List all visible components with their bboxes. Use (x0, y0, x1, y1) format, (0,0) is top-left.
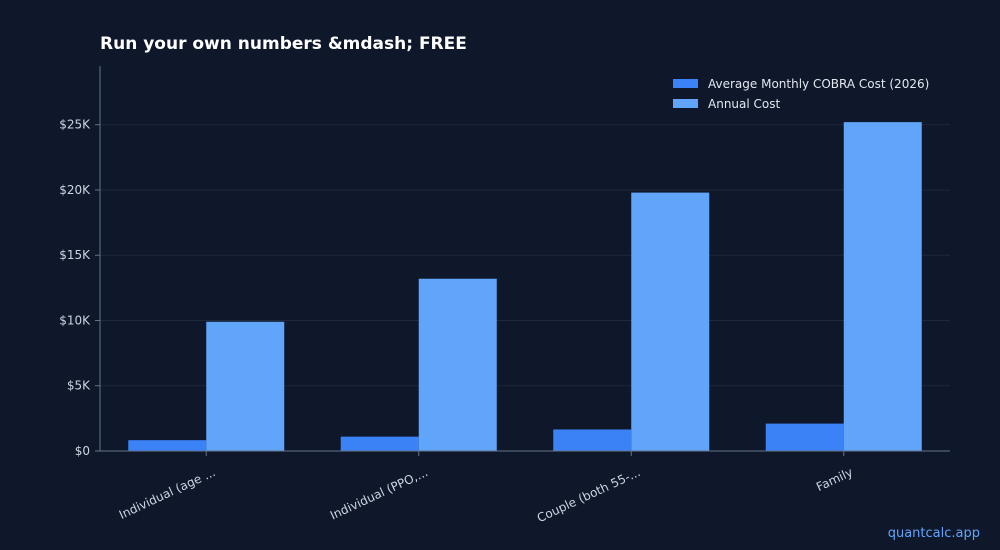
y-tick-label: $20K (59, 183, 91, 197)
bar-monthly-cost (765, 423, 844, 451)
bar-monthly-cost (340, 436, 419, 451)
bar-annual-cost (843, 122, 922, 451)
bar-annual-cost (418, 278, 497, 451)
watermark: quantcalc.app (888, 526, 980, 541)
x-tick-label: Individual (PPO,... (328, 465, 430, 523)
y-tick-label: $15K (59, 248, 91, 262)
x-tick-label: Couple (both 55-... (535, 465, 643, 525)
axes: $0 $5K $10K $15K $20K $25K Individual (age ...… (59, 66, 950, 525)
legend-label: Annual Cost (708, 97, 781, 111)
y-tick-label: $10K (59, 313, 91, 327)
legend-swatch (673, 79, 698, 88)
legend-swatch (673, 99, 698, 108)
legend-label: Average Monthly COBRA Cost (2026) (708, 77, 929, 91)
grid (100, 124, 950, 387)
bar-annual-cost (631, 192, 710, 452)
bar-monthly-cost (553, 429, 632, 451)
bar-annual-cost (206, 321, 285, 451)
y-tick-label: $5K (67, 379, 91, 393)
x-tick-label: Individual (age ... (117, 465, 218, 522)
legend: Average Monthly COBRA Cost (2026) Annual … (673, 77, 929, 111)
y-tick-label: $0 (75, 444, 90, 458)
bar-monthly-cost (128, 440, 207, 451)
chart-title: Run your own numbers &mdash; FREE (100, 34, 467, 54)
y-tick-label: $25K (59, 118, 91, 132)
x-tick-label: Family (814, 465, 855, 494)
bars (128, 122, 922, 452)
